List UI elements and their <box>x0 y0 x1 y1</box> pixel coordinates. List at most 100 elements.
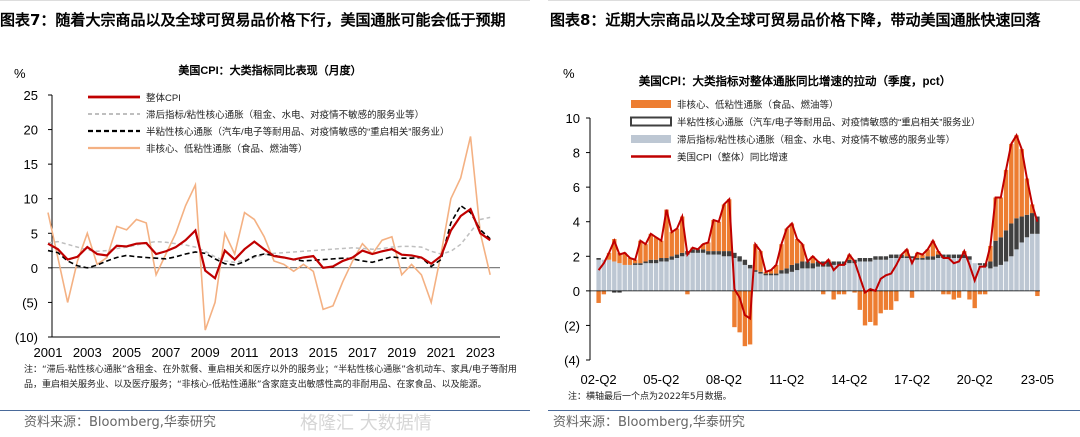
bar-semi-sticky <box>920 258 925 260</box>
legend-label: 美国CPI（整体）同比增速 <box>677 152 788 164</box>
bar-non-core <box>706 242 711 252</box>
bar-semi-sticky <box>747 264 753 269</box>
bar-sticky <box>627 264 633 291</box>
chart-left: 美国CPI：大类指标同比表现（月度）% (10) (5) 0 5 10 15 20 25 2001… <box>14 63 500 360</box>
bar-sticky <box>815 266 821 291</box>
y-tick-label: 4 <box>573 215 580 230</box>
bar-semi-sticky <box>878 256 883 260</box>
divider-top-left <box>0 0 530 1</box>
bar-sticky <box>774 275 779 291</box>
bar-non-core <box>606 252 612 260</box>
bar-non-core <box>982 290 988 295</box>
bar-semi-sticky <box>679 252 685 257</box>
bar-non-core <box>601 290 607 295</box>
bar-semi-sticky <box>753 270 758 272</box>
bar-sticky <box>612 261 617 291</box>
bar-semi-sticky <box>632 263 638 265</box>
bar-semi-sticky <box>977 263 983 265</box>
legend-swatch <box>631 135 671 143</box>
bar-non-core <box>638 240 643 264</box>
bar-semi-sticky <box>894 254 899 259</box>
bar-semi-sticky <box>659 258 664 262</box>
bar-semi-sticky <box>711 251 716 255</box>
source-left: 资料来源：Bloomberg,华泰研究 <box>24 415 216 430</box>
bar-semi-sticky <box>669 256 674 260</box>
bar-semi-sticky <box>721 251 727 257</box>
bar-non-core <box>941 290 946 295</box>
bar-semi-sticky <box>1035 216 1040 234</box>
legend-label: 滞后指标/粘性核心通胀（租金、水电、对疫情不敏感的服务业等） <box>146 109 424 121</box>
bar-sticky <box>962 258 967 291</box>
note-right: 注：横轴最后一个点为2022年5月数据。 <box>568 392 732 402</box>
bar-sticky <box>685 254 690 291</box>
bar-sticky <box>862 261 868 291</box>
bar-sticky <box>894 258 899 291</box>
bar-sticky <box>789 271 795 291</box>
bar-sticky <box>674 258 680 291</box>
bar-non-core <box>862 290 868 326</box>
bar-semi-sticky <box>930 256 936 260</box>
y-tick-label: 10 <box>566 111 580 126</box>
bar-sticky <box>977 264 983 291</box>
bar-sticky <box>706 254 711 291</box>
bar-non-core <box>768 270 774 274</box>
y-tick-label: 2 <box>573 249 580 264</box>
bar-semi-sticky <box>648 259 654 264</box>
bar-non-core <box>888 290 894 310</box>
y-tick-label: 0 <box>573 284 580 299</box>
x-tick-label: 11-Q2 <box>769 372 804 387</box>
bar-sticky <box>753 271 758 291</box>
bar-sticky <box>836 264 842 291</box>
bar-semi-sticky <box>967 256 972 260</box>
series-line <box>47 207 491 281</box>
bar-semi-sticky <box>873 256 878 260</box>
bar-semi-sticky <box>674 254 680 259</box>
bar-sticky <box>1003 261 1009 291</box>
bar-non-core <box>857 290 862 310</box>
bar-semi-sticky <box>868 258 873 262</box>
bar-semi-sticky <box>831 261 836 265</box>
bar-non-core <box>847 254 852 260</box>
bar-sticky <box>737 261 742 291</box>
bar-sticky <box>1019 242 1024 291</box>
bar-sticky <box>821 266 826 291</box>
bar-sticky <box>601 259 607 291</box>
bar-non-core <box>721 204 727 252</box>
bar-sticky <box>805 268 810 291</box>
x-tick-label: 2003 <box>73 345 102 360</box>
bar-semi-sticky <box>784 268 789 274</box>
bar-non-core <box>742 290 748 347</box>
y-axis-label: % <box>563 66 575 81</box>
bar-semi-sticky <box>1009 223 1014 257</box>
bar-semi-sticky <box>847 259 852 264</box>
bar-non-core <box>800 244 805 262</box>
bar-sticky <box>638 264 643 291</box>
bar-non-core <box>909 290 915 298</box>
bar-non-core <box>1035 290 1040 297</box>
bar-non-core <box>868 290 873 322</box>
bar-semi-sticky <box>805 261 810 269</box>
source-right: 资料来源：Bloomberg,华泰研究 <box>553 415 745 430</box>
bar-sticky <box>993 266 998 291</box>
bar-non-core <box>1024 178 1030 215</box>
bar-sticky <box>653 263 659 291</box>
bar-non-core <box>972 290 977 309</box>
bar-semi-sticky <box>695 249 701 253</box>
x-tick-label: 05-Q2 <box>643 372 679 387</box>
bar-non-core <box>774 264 779 274</box>
bar-sticky <box>988 268 993 291</box>
bar-non-core <box>904 249 909 257</box>
bar-non-core <box>648 233 654 260</box>
bar-non-core <box>967 290 972 300</box>
x-tick-label: 2013 <box>269 345 298 360</box>
x-tick-label: 2015 <box>309 345 338 360</box>
divider-top-right <box>548 0 1080 1</box>
bar-sticky <box>768 275 774 291</box>
bar-semi-sticky <box>763 273 768 276</box>
bar-non-core <box>653 237 659 260</box>
bar-sticky <box>742 264 748 291</box>
bar-semi-sticky <box>789 264 795 272</box>
bar-non-core <box>894 290 899 302</box>
bar-non-core <box>632 259 638 264</box>
bar-non-core <box>993 197 998 241</box>
